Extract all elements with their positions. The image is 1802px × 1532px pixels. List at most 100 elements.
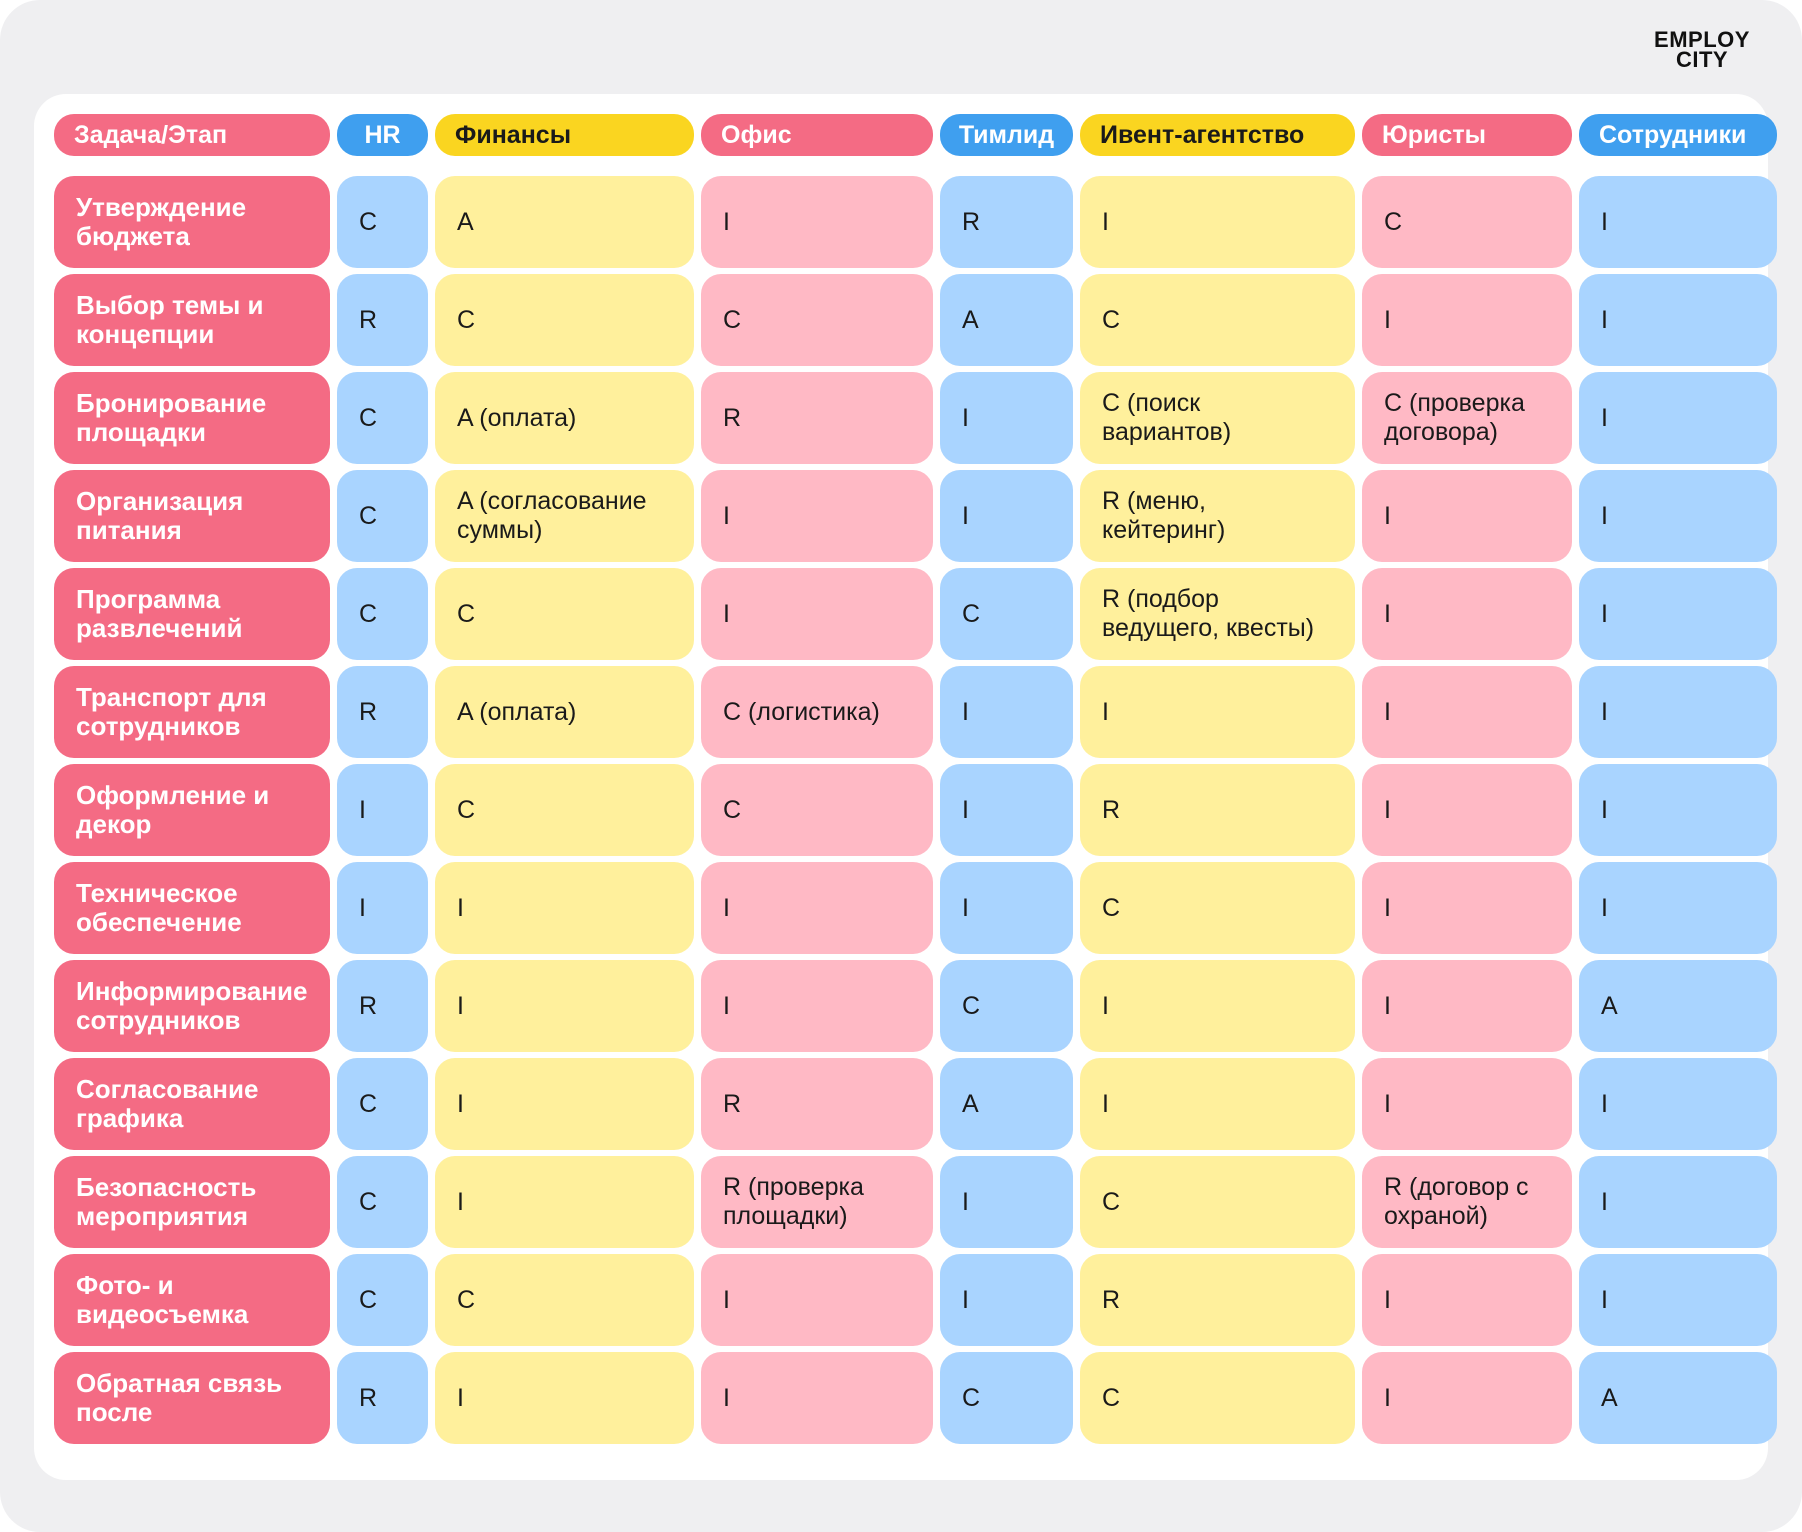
raci-cell: I	[435, 1058, 694, 1150]
raci-cell: I	[701, 470, 933, 562]
raci-cell: I	[1362, 666, 1572, 758]
column-header-2: Финансы	[435, 114, 694, 156]
column-header-1: HR	[337, 114, 428, 156]
raci-cell: C	[435, 764, 694, 856]
raci-cell: I	[1362, 1254, 1572, 1346]
raci-cell: R (проверка площадки)	[701, 1156, 933, 1248]
raci-cell: I	[1579, 1156, 1777, 1248]
raci-cell: I	[1362, 274, 1572, 366]
raci-cell: I	[1080, 666, 1355, 758]
column-header-5: Ивент-агентство	[1080, 114, 1355, 156]
logo-line-1: EMPLOY	[1654, 27, 1750, 52]
raci-card: Задача/Этап HR Финансы Офис Тимлид Ивент-аген…	[34, 94, 1777, 1480]
task-label: Выбор темы и концепции	[54, 274, 330, 366]
raci-cell: R	[1080, 764, 1355, 856]
raci-cell: I	[1362, 960, 1572, 1052]
raci-cell: I	[701, 960, 933, 1052]
raci-cell: I	[1579, 568, 1777, 660]
raci-cell: I	[940, 470, 1073, 562]
task-label: Техническое обеспечение	[54, 862, 330, 954]
raci-cell: I	[1362, 764, 1572, 856]
raci-cell: C	[1080, 274, 1355, 366]
raci-cell: I	[1080, 176, 1355, 268]
raci-cell: I	[435, 1156, 694, 1248]
task-label: Утверждение бюджета	[54, 176, 330, 268]
raci-cell: R	[701, 372, 933, 464]
task-label: Безопасность мероприятия	[54, 1156, 330, 1248]
raci-cell: I	[1080, 1058, 1355, 1150]
raci-cell: A	[1579, 1352, 1777, 1444]
raci-matrix: Задача/Этап HR Финансы Офис Тимлид Ивент-аген…	[54, 114, 1777, 1444]
raci-cell: A (оплата)	[435, 372, 694, 464]
raci-cell: R	[337, 1352, 428, 1444]
raci-cell: A	[435, 176, 694, 268]
raci-cell: C	[1080, 1352, 1355, 1444]
raci-cell: I	[1362, 1352, 1572, 1444]
raci-cell: I	[1579, 274, 1777, 366]
raci-cell: I	[701, 176, 933, 268]
task-label: Транспорт для сотрудников	[54, 666, 330, 758]
raci-cell: R	[1080, 1254, 1355, 1346]
raci-cell: I	[701, 568, 933, 660]
raci-cell: C	[701, 274, 933, 366]
raci-cell: C	[1080, 862, 1355, 954]
employ-city-logo: EMPLOY CITY	[1632, 27, 1772, 72]
raci-cell: R	[337, 274, 428, 366]
raci-cell: I	[337, 764, 428, 856]
raci-cell: C	[701, 764, 933, 856]
raci-cell: C	[337, 1058, 428, 1150]
raci-cell: R	[337, 960, 428, 1052]
raci-cell: C (проверка договора)	[1362, 372, 1572, 464]
raci-cell: I	[1579, 1254, 1777, 1346]
raci-cell: A	[940, 1058, 1073, 1150]
raci-cell: C (поиск вариантов)	[1080, 372, 1355, 464]
raci-cell: R (подбор ведущего, квесты)	[1080, 568, 1355, 660]
task-label: Обратная связь после	[54, 1352, 330, 1444]
task-label: Оформление и декор	[54, 764, 330, 856]
column-header-3: Офис	[701, 114, 933, 156]
task-label: Согласование графика	[54, 1058, 330, 1150]
raci-cell: I	[1579, 666, 1777, 758]
column-header-6: Юристы	[1362, 114, 1572, 156]
raci-cell: I	[940, 666, 1073, 758]
raci-cell: I	[435, 862, 694, 954]
raci-cell: C	[1080, 1156, 1355, 1248]
raci-cell: R	[940, 176, 1073, 268]
raci-cell: I	[1362, 862, 1572, 954]
raci-cell: R	[701, 1058, 933, 1150]
raci-cell: I	[435, 960, 694, 1052]
raci-cell: I	[701, 1254, 933, 1346]
raci-cell: A	[1579, 960, 1777, 1052]
raci-cell: I	[1579, 176, 1777, 268]
raci-cell: I	[940, 372, 1073, 464]
raci-cell: I	[1579, 470, 1777, 562]
task-label: Бронирование площадки	[54, 372, 330, 464]
raci-cell: I	[1362, 568, 1572, 660]
raci-cell: C	[940, 568, 1073, 660]
raci-cell: R (меню, кейтеринг)	[1080, 470, 1355, 562]
raci-cell: A (согласование суммы)	[435, 470, 694, 562]
raci-cell: C (логистика)	[701, 666, 933, 758]
column-header-7: Сотрудники	[1579, 114, 1777, 156]
raci-cell: C	[337, 568, 428, 660]
raci-cell: C	[940, 960, 1073, 1052]
raci-cell: I	[1362, 1058, 1572, 1150]
raci-cell: C	[1362, 176, 1572, 268]
raci-cell: I	[940, 1254, 1073, 1346]
raci-cell: R	[337, 666, 428, 758]
raci-cell: C	[435, 274, 694, 366]
raci-cell: A	[940, 274, 1073, 366]
raci-cell: I	[1362, 470, 1572, 562]
raci-cell: I	[337, 862, 428, 954]
task-label: Фото- и видеосъемка	[54, 1254, 330, 1346]
task-label: Информирование сотрудников	[54, 960, 330, 1052]
raci-cell: R (договор с охраной)	[1362, 1156, 1572, 1248]
column-header-4: Тимлид	[940, 114, 1073, 156]
raci-cell: C	[940, 1352, 1073, 1444]
raci-cell: C	[435, 568, 694, 660]
raci-cell: A (оплата)	[435, 666, 694, 758]
logo-line-2: CITY	[1675, 47, 1729, 72]
raci-cell: C	[337, 1254, 428, 1346]
raci-cell: C	[337, 176, 428, 268]
